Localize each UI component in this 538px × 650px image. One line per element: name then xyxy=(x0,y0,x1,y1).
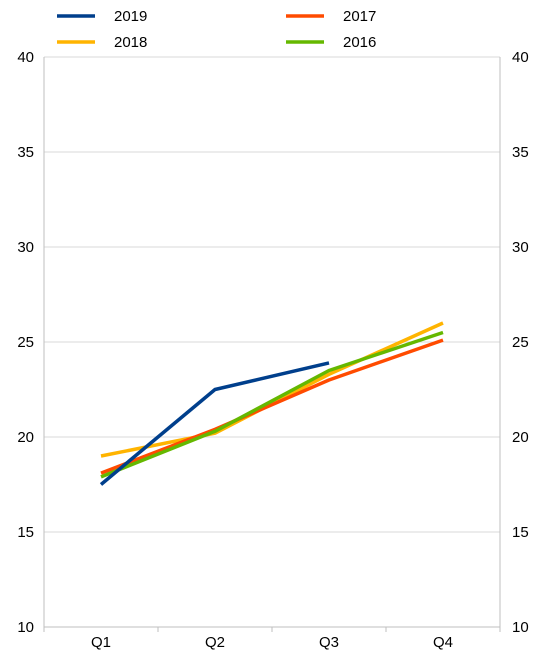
legend-label-2017: 2017 xyxy=(343,8,376,25)
series-line-2018 xyxy=(100,321,444,458)
x-tick-Q4: Q4 xyxy=(433,634,453,650)
left-y-axis-ticks: 10 15 20 25 30 35 40 xyxy=(17,49,34,636)
y-tick-right-20: 20 xyxy=(512,429,529,446)
y-tick-left-15: 15 xyxy=(17,524,34,541)
x-tick-Q1: Q1 xyxy=(91,634,111,650)
series-lines xyxy=(99,321,444,486)
series-line-2017 xyxy=(100,338,444,475)
y-tick-left-10: 10 xyxy=(17,619,34,636)
y-tick-right-15: 15 xyxy=(512,524,529,541)
axes xyxy=(43,57,501,632)
right-y-axis-ticks: 10 15 20 25 30 35 40 xyxy=(512,49,529,636)
y-tick-right-25: 25 xyxy=(512,334,529,351)
y-tick-left-30: 30 xyxy=(17,239,34,256)
legend: 2019 2017 2018 2016 xyxy=(57,8,376,51)
legend-label-2019: 2019 xyxy=(114,8,147,25)
gridlines xyxy=(44,56,500,533)
series-line-2019 xyxy=(99,361,330,486)
legend-label-2016: 2016 xyxy=(343,34,376,51)
legend-label-2018: 2018 xyxy=(114,34,147,51)
y-tick-left-35: 35 xyxy=(17,144,34,161)
x-axis-ticks: Q1 Q2 Q3 Q4 xyxy=(91,634,453,650)
y-tick-right-30: 30 xyxy=(512,239,529,256)
x-tick-Q3: Q3 xyxy=(319,634,339,650)
y-tick-right-10: 10 xyxy=(512,619,529,636)
y-tick-left-20: 20 xyxy=(17,429,34,446)
y-tick-left-25: 25 xyxy=(17,334,34,351)
y-tick-right-35: 35 xyxy=(512,144,529,161)
y-tick-left-40: 40 xyxy=(17,49,34,66)
series-line-2016 xyxy=(100,330,444,479)
x-tick-Q2: Q2 xyxy=(205,634,225,650)
y-tick-right-40: 40 xyxy=(512,49,529,66)
